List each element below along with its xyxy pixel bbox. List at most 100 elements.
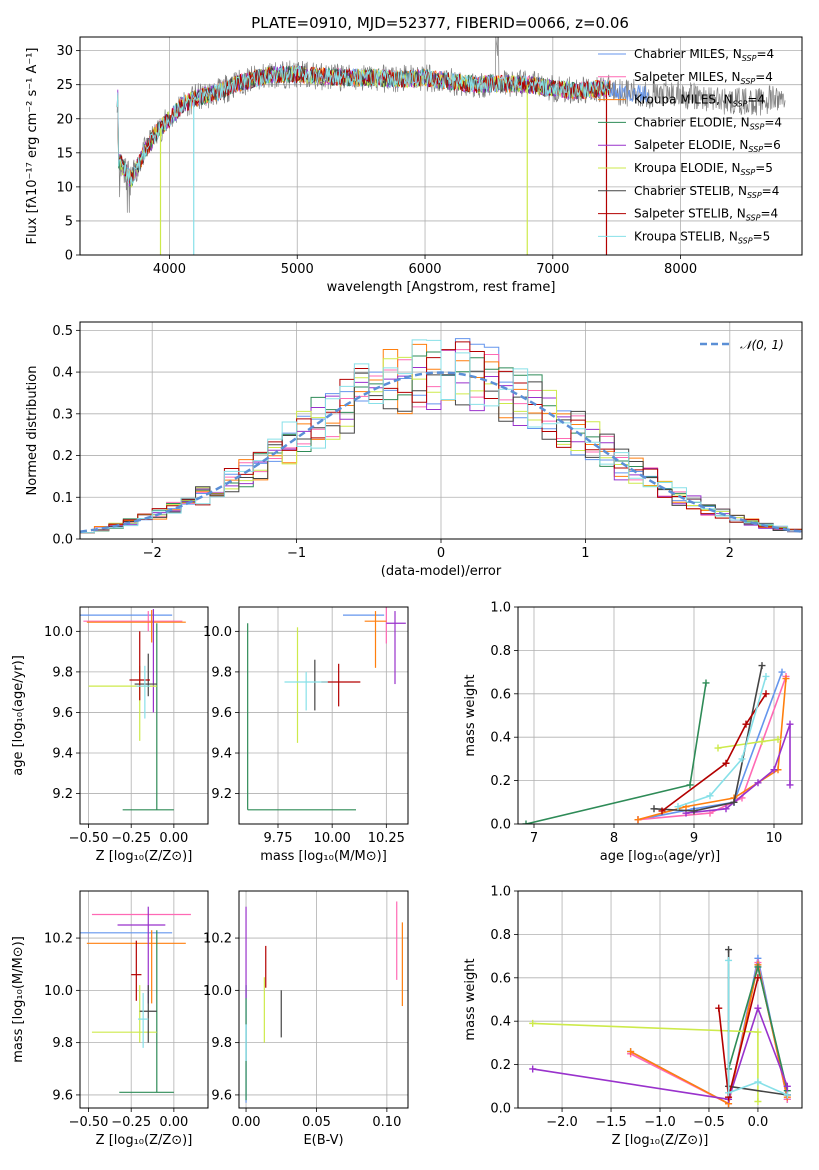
axes-frame bbox=[79, 606, 209, 825]
axes-weight_vs_age: 7 8 9 10 0.0 0.2 0.4 0.6 0.8 1.0 age [log₁₀(age/yr… bbox=[463, 601, 803, 864]
y-tick-label: 0.0 bbox=[490, 1102, 511, 1117]
y-tick-label: 0.4 bbox=[490, 731, 511, 746]
y-tick-label: 10 bbox=[56, 180, 73, 195]
legend-entry: Chabrier ELODIE, NSSP=4 bbox=[634, 115, 782, 131]
weight-marker bbox=[529, 1065, 537, 1073]
weight-marker bbox=[722, 759, 730, 767]
weight-series bbox=[525, 682, 707, 824]
weight-marker bbox=[522, 820, 530, 824]
weight-marker bbox=[730, 798, 738, 806]
y-tick-label: 0.4 bbox=[52, 366, 73, 381]
axes-mass_vs_Z: −0.50 −0.25 0.00 9.6 9.8 10.0 10.2 Z [log₁₀(Z/Z… bbox=[11, 890, 209, 1148]
axes-frame bbox=[79, 890, 209, 1109]
x-tick-label: −1.0 bbox=[644, 1115, 676, 1130]
x-tick-label: 0.05 bbox=[302, 1115, 331, 1130]
weight-marker bbox=[754, 1028, 762, 1036]
weight-marker bbox=[686, 781, 694, 789]
weight-marker bbox=[758, 738, 766, 746]
error-bar bbox=[134, 653, 157, 697]
x-tick-label: 7000 bbox=[536, 262, 569, 277]
x-tick-label: 4000 bbox=[153, 262, 186, 277]
x-tick-label: 0.00 bbox=[159, 831, 188, 846]
y-tick-label: 10.2 bbox=[203, 932, 232, 947]
y-axis-label: age [log₁₀(age/yr)] bbox=[11, 655, 26, 776]
y-tick-label: 9.2 bbox=[211, 787, 232, 802]
x-tick-label: −0.50 bbox=[69, 831, 109, 846]
x-tick-label: 6000 bbox=[408, 262, 441, 277]
y-tick-label: 0.6 bbox=[490, 687, 511, 702]
x-tick-label: 0.00 bbox=[232, 1115, 261, 1130]
y-tick-label: 25 bbox=[56, 78, 73, 93]
weight-marker bbox=[725, 956, 733, 964]
chart-title: PLATE=0910, MJD=52377, FIBERID=0066, z=0… bbox=[251, 14, 629, 32]
legend-entry: Kroupa STELIB, NSSP=5 bbox=[634, 229, 770, 245]
y-tick-label: 0.4 bbox=[490, 1015, 511, 1030]
legend-entry: Kroupa MILES, NSSP=4 bbox=[634, 93, 765, 109]
x-tick-label: 0 bbox=[437, 546, 445, 561]
y-tick-label: 1.0 bbox=[490, 885, 511, 900]
weight-marker bbox=[650, 805, 658, 813]
x-tick-label: −1.5 bbox=[595, 1115, 627, 1130]
error-bar bbox=[88, 665, 157, 741]
y-tick-label: 0.3 bbox=[52, 407, 73, 422]
y-tick-label: 10.0 bbox=[44, 625, 73, 640]
weight-marker bbox=[674, 803, 682, 811]
weight-marker bbox=[778, 668, 786, 676]
axes-frame bbox=[79, 321, 803, 540]
x-tick-label: 0.00 bbox=[159, 1115, 188, 1130]
y-tick-label: 0.1 bbox=[52, 491, 73, 506]
y-tick-label: 0.6 bbox=[490, 971, 511, 986]
weight-marker bbox=[715, 1004, 723, 1012]
y-axis-label: mass weight bbox=[463, 958, 478, 1040]
y-tick-label: 0 bbox=[65, 249, 73, 264]
y-tick-label: 5 bbox=[65, 214, 73, 229]
axes-mass_vs_EBV: 0.00 0.05 0.10 9.6 9.8 10.0 10.2 E(B-V) bbox=[203, 890, 409, 1148]
weight-marker bbox=[762, 690, 770, 698]
legend-entry: Chabrier MILES, NSSP=4 bbox=[634, 47, 774, 63]
x-axis-label: Z [log₁₀(Z/Z⊙)] bbox=[96, 849, 193, 864]
weight-marker bbox=[722, 805, 730, 813]
axes-frame bbox=[238, 606, 409, 825]
y-axis-label: Normed distribution bbox=[25, 366, 40, 496]
error-bar bbox=[117, 906, 166, 1004]
axes-frame bbox=[79, 36, 803, 256]
weight-series bbox=[685, 723, 791, 814]
y-tick-label: 9.8 bbox=[52, 1036, 73, 1051]
error-bar bbox=[83, 611, 183, 632]
y-axis-label: Flux [fλ10⁻¹⁷ erg cm⁻² s⁻¹ A⁻¹] bbox=[25, 48, 40, 245]
y-tick-label: 9.8 bbox=[211, 665, 232, 680]
x-tick-label: 0.0 bbox=[748, 1115, 769, 1130]
weight-marker bbox=[658, 807, 666, 815]
weight-marker bbox=[725, 1089, 733, 1097]
error-bar bbox=[139, 985, 157, 1043]
axes-frame bbox=[517, 890, 803, 1109]
y-tick-label: 9.4 bbox=[52, 747, 73, 762]
error-bar bbox=[136, 665, 150, 719]
weight-marker bbox=[783, 1082, 791, 1090]
weight-marker bbox=[742, 720, 750, 728]
histogram-series bbox=[80, 339, 802, 539]
legend-entry: Chabrier STELIB, NSSP=4 bbox=[634, 184, 779, 200]
y-tick-label: 0.0 bbox=[52, 533, 73, 548]
x-tick-label: −0.25 bbox=[111, 831, 151, 846]
y-tick-label: 0.2 bbox=[490, 1058, 511, 1073]
axes-weight_vs_Z: −2.0 −1.5 −1.0 −0.5 0.0 0.0 0.2 0.4 0.6 0.8 1.0 Z [… bbox=[463, 885, 803, 1148]
weight-marker bbox=[770, 766, 778, 774]
weight-marker bbox=[783, 1091, 791, 1099]
y-tick-label: 0.2 bbox=[52, 449, 73, 464]
weight-marker bbox=[758, 662, 766, 670]
x-tick-label: 9 bbox=[690, 831, 698, 846]
y-tick-label: 0.5 bbox=[52, 324, 73, 339]
x-axis-label: mass [log₁₀(M/M⊙)] bbox=[260, 849, 387, 864]
weight-marker bbox=[627, 1048, 635, 1056]
x-tick-label: −2.0 bbox=[546, 1115, 578, 1130]
y-tick-label: 15 bbox=[56, 146, 73, 161]
weight-marker bbox=[762, 672, 770, 680]
y-tick-label: 0.8 bbox=[490, 928, 511, 943]
error-bar bbox=[284, 671, 328, 711]
error-bar bbox=[364, 611, 387, 668]
normal-curve bbox=[80, 371, 802, 533]
x-tick-label: 0.10 bbox=[372, 1115, 401, 1130]
y-tick-label: 9.6 bbox=[52, 706, 73, 721]
y-tick-label: 9.8 bbox=[211, 1036, 232, 1051]
